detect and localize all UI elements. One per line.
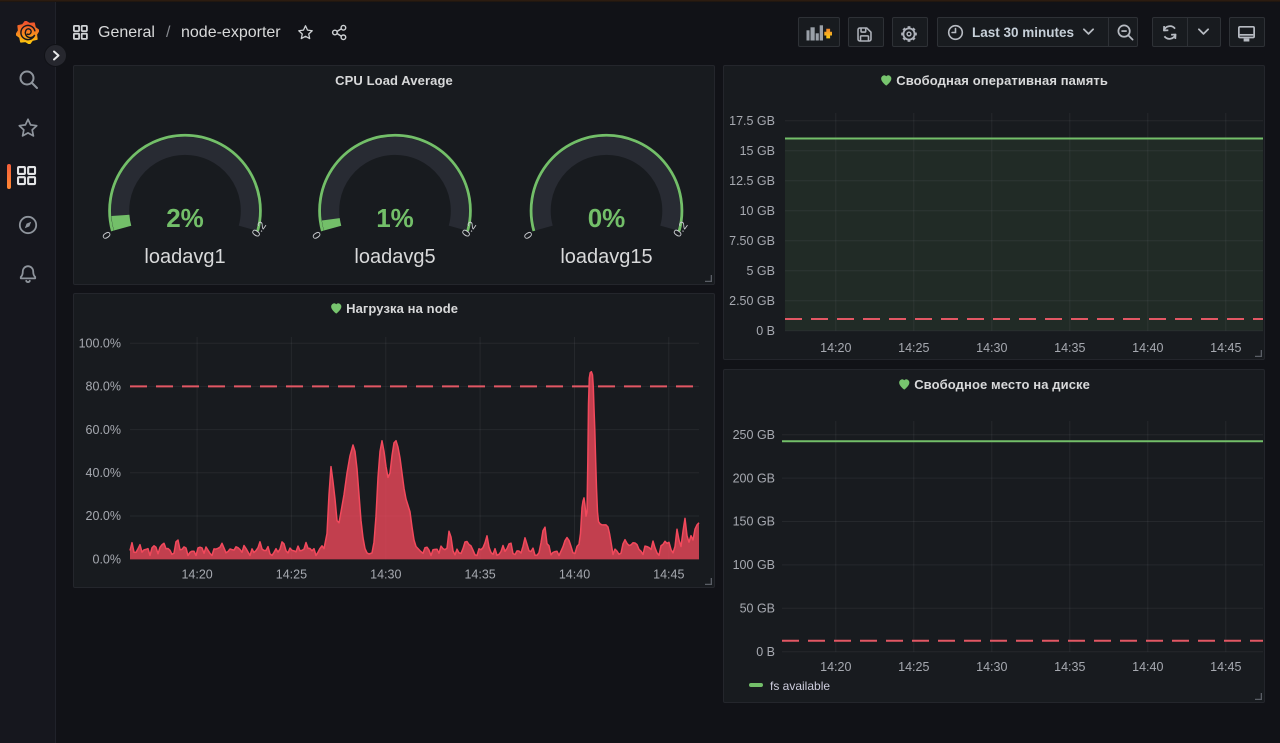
svg-text:loadavg5: loadavg5	[354, 246, 435, 268]
svg-text:0: 0	[309, 230, 323, 242]
svg-text:60.0%: 60.0%	[86, 423, 121, 437]
svg-text:0%: 0%	[588, 203, 626, 233]
svg-text:14:30: 14:30	[370, 568, 401, 582]
svg-text:5 GB: 5 GB	[747, 264, 776, 278]
svg-text:50 GB: 50 GB	[740, 602, 775, 616]
svg-text:250 GB: 250 GB	[733, 428, 775, 442]
svg-text:14:30: 14:30	[976, 660, 1007, 674]
svg-text:14:25: 14:25	[898, 660, 929, 674]
svg-text:14:35: 14:35	[1054, 660, 1085, 674]
svg-text:0.0%: 0.0%	[93, 553, 122, 567]
svg-text:fs available: fs available	[770, 679, 830, 693]
svg-text:14:20: 14:20	[820, 660, 851, 674]
svg-text:14:30: 14:30	[976, 341, 1007, 355]
svg-text:2.50 GB: 2.50 GB	[729, 294, 775, 308]
svg-text:0: 0	[521, 230, 535, 242]
svg-text:14:20: 14:20	[181, 568, 212, 582]
svg-text:loadavg1: loadavg1	[144, 246, 225, 268]
svg-text:2%: 2%	[166, 203, 204, 233]
svg-text:0: 0	[99, 230, 113, 242]
svg-text:40.0%: 40.0%	[86, 466, 121, 480]
svg-text:14:40: 14:40	[1132, 341, 1163, 355]
svg-text:14:25: 14:25	[276, 568, 307, 582]
svg-text:14:45: 14:45	[653, 568, 684, 582]
svg-text:150 GB: 150 GB	[733, 515, 775, 529]
svg-text:14:35: 14:35	[464, 568, 495, 582]
svg-text:100 GB: 100 GB	[733, 558, 775, 572]
svg-text:200 GB: 200 GB	[733, 471, 775, 485]
svg-text:15 GB: 15 GB	[740, 144, 775, 158]
svg-text:14:45: 14:45	[1210, 660, 1241, 674]
svg-text:7.50 GB: 7.50 GB	[729, 234, 775, 248]
svg-text:1%: 1%	[376, 203, 414, 233]
svg-text:14:35: 14:35	[1054, 341, 1085, 355]
svg-text:0 B: 0 B	[756, 324, 775, 338]
svg-text:loadavg15: loadavg15	[560, 246, 652, 268]
svg-text:10 GB: 10 GB	[740, 204, 775, 218]
svg-text:14:40: 14:40	[559, 568, 590, 582]
svg-text:14:25: 14:25	[898, 341, 929, 355]
svg-text:12.5 GB: 12.5 GB	[729, 174, 775, 188]
svg-text:100.0%: 100.0%	[79, 336, 121, 350]
svg-text:0 B: 0 B	[756, 645, 775, 659]
svg-text:80.0%: 80.0%	[86, 380, 121, 394]
svg-text:14:20: 14:20	[820, 341, 851, 355]
svg-text:20.0%: 20.0%	[86, 509, 121, 523]
svg-text:17.5 GB: 17.5 GB	[729, 114, 775, 128]
svg-text:14:45: 14:45	[1210, 341, 1241, 355]
svg-text:14:40: 14:40	[1132, 660, 1163, 674]
